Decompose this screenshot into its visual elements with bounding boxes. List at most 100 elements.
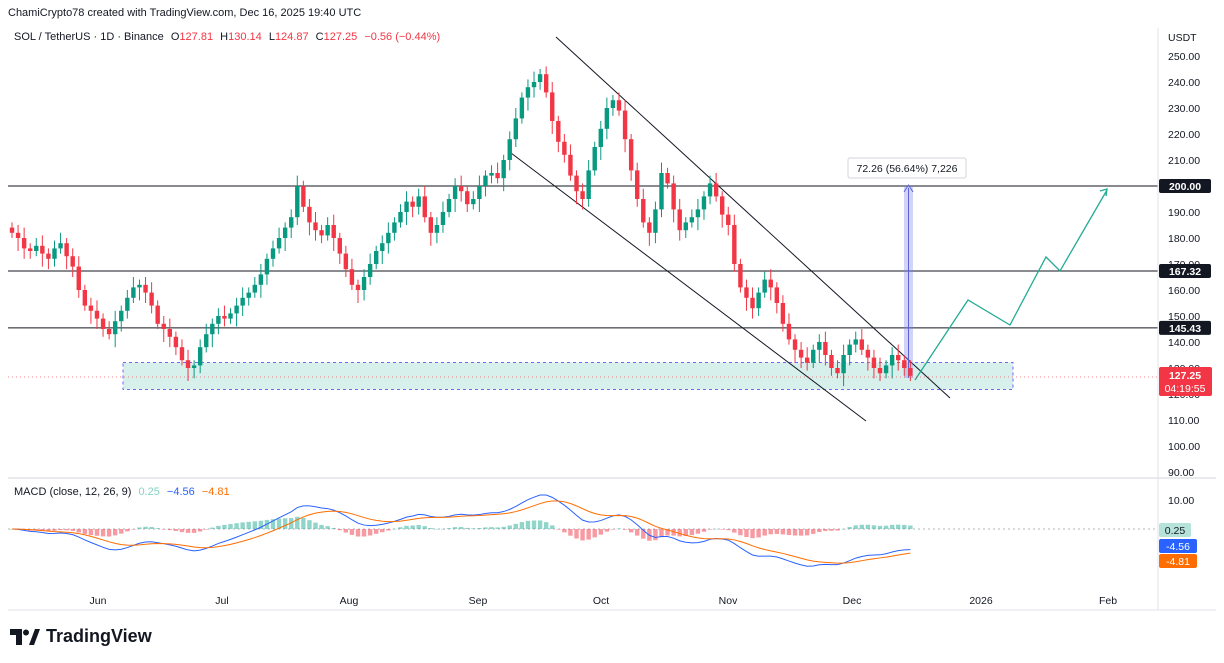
candle-body[interactable] xyxy=(574,175,579,192)
candle-body[interactable] xyxy=(889,355,895,366)
candle-body[interactable] xyxy=(185,360,191,368)
candle-body[interactable] xyxy=(34,245,39,251)
candle-body[interactable] xyxy=(616,100,622,111)
candle-body[interactable] xyxy=(398,212,403,223)
candle-body[interactable] xyxy=(738,264,743,288)
candle-body[interactable] xyxy=(610,100,616,108)
candle-body[interactable] xyxy=(21,238,27,249)
candle-body[interactable] xyxy=(580,191,585,199)
candle-body[interactable] xyxy=(386,232,391,244)
candle-body[interactable] xyxy=(252,284,257,293)
candle-body[interactable] xyxy=(197,347,203,366)
candle-body[interactable] xyxy=(295,186,300,218)
candle-body[interactable] xyxy=(94,310,100,319)
candle-body[interactable] xyxy=(604,108,610,129)
tradingview-logo[interactable]: TradingView xyxy=(10,626,152,647)
candle-body[interactable] xyxy=(908,368,913,376)
candle-body[interactable] xyxy=(234,305,239,314)
candle-body[interactable] xyxy=(829,355,834,368)
projection-path[interactable] xyxy=(914,189,1108,381)
candle-body[interactable] xyxy=(507,139,512,160)
candle-body[interactable] xyxy=(883,365,889,374)
candle-body[interactable] xyxy=(446,199,452,212)
candle-body[interactable] xyxy=(410,201,415,207)
candle-body[interactable] xyxy=(392,222,397,233)
candle-body[interactable] xyxy=(70,256,75,267)
candle-body[interactable] xyxy=(246,292,251,298)
candle-body[interactable] xyxy=(119,310,124,322)
candle-body[interactable] xyxy=(28,248,33,251)
candle-body[interactable] xyxy=(719,196,725,215)
candle-body[interactable] xyxy=(896,355,901,361)
candle-body[interactable] xyxy=(817,342,822,350)
candle-body[interactable] xyxy=(726,214,731,225)
candle-body[interactable] xyxy=(568,154,573,176)
candle-body[interactable] xyxy=(458,186,464,192)
support-zone[interactable] xyxy=(122,362,1014,390)
candle-body[interactable] xyxy=(355,284,361,290)
candle-body[interactable] xyxy=(404,201,409,212)
candle-body[interactable] xyxy=(835,368,840,374)
channel-lower-line[interactable] xyxy=(510,152,867,422)
candle-body[interactable] xyxy=(307,206,312,223)
candle-body[interactable] xyxy=(562,141,567,155)
candle-body[interactable] xyxy=(641,199,646,223)
candle-body[interactable] xyxy=(179,347,185,361)
candle-body[interactable] xyxy=(707,183,713,197)
candle-body[interactable] xyxy=(501,160,506,179)
candle-body[interactable] xyxy=(513,118,519,140)
candle-body[interactable] xyxy=(452,186,458,199)
candle-body[interactable] xyxy=(289,217,294,228)
candle-body[interactable] xyxy=(628,139,634,171)
candle-body[interactable] xyxy=(756,292,761,309)
candle-body[interactable] xyxy=(701,196,707,210)
candle-body[interactable] xyxy=(137,284,142,288)
candle-body[interactable] xyxy=(331,225,336,238)
candle-body[interactable] xyxy=(440,212,446,225)
candle-body[interactable] xyxy=(125,297,130,311)
candle-body[interactable] xyxy=(859,339,864,350)
candle-body[interactable] xyxy=(677,209,682,231)
candle-body[interactable] xyxy=(422,196,427,218)
candle-body[interactable] xyxy=(428,217,434,233)
candle-body[interactable] xyxy=(592,147,597,171)
candle-body[interactable] xyxy=(519,97,525,119)
candle-body[interactable] xyxy=(792,339,798,350)
candle-body[interactable] xyxy=(622,110,628,140)
candle-body[interactable] xyxy=(58,243,63,249)
candle-body[interactable] xyxy=(841,355,846,374)
candle-body[interactable] xyxy=(531,82,537,88)
macd-title[interactable]: MACD (close, 12, 26, 9) xyxy=(14,486,132,498)
candle-body[interactable] xyxy=(216,316,221,324)
candle-body[interactable] xyxy=(495,173,500,179)
candle-body[interactable] xyxy=(161,323,166,329)
candle-body[interactable] xyxy=(143,284,148,293)
candle-body[interactable] xyxy=(665,173,670,184)
candle-body[interactable] xyxy=(76,266,81,290)
candle-body[interactable] xyxy=(88,305,94,311)
candle-body[interactable] xyxy=(768,279,773,288)
candle-body[interactable] xyxy=(713,183,719,197)
candle-body[interactable] xyxy=(780,303,786,324)
candle-body[interactable] xyxy=(811,349,816,363)
candle-body[interactable] xyxy=(556,121,561,142)
candle-body[interactable] xyxy=(465,191,470,205)
candle-body[interactable] xyxy=(416,196,421,207)
candle-body[interactable] xyxy=(750,297,755,309)
candle-body[interactable] xyxy=(744,287,749,298)
candle-body[interactable] xyxy=(167,329,173,337)
candle-body[interactable] xyxy=(131,287,136,298)
candle-body[interactable] xyxy=(282,227,288,238)
candle-body[interactable] xyxy=(173,336,179,348)
candle-body[interactable] xyxy=(374,251,379,264)
candle-body[interactable] xyxy=(155,305,160,324)
macd-signal-line[interactable] xyxy=(11,500,911,564)
candle-body[interactable] xyxy=(434,225,440,233)
candle-body[interactable] xyxy=(40,245,45,254)
candle-body[interactable] xyxy=(798,349,804,358)
candle-body[interactable] xyxy=(100,318,106,329)
candle-body[interactable] xyxy=(774,287,780,303)
candle-body[interactable] xyxy=(683,222,688,231)
candle-body[interactable] xyxy=(258,274,264,285)
